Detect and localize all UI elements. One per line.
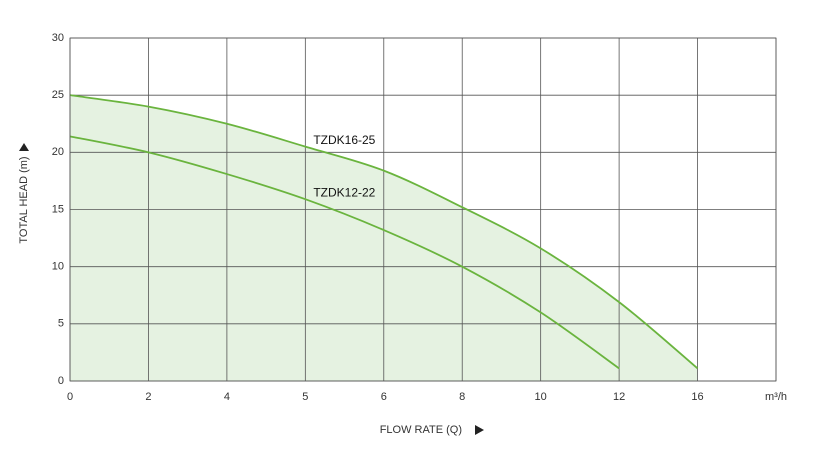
y-axis-arrow: [19, 143, 29, 151]
curves: [69, 94, 699, 370]
curve: [69, 94, 699, 370]
x-tick-label: 12: [613, 391, 625, 403]
x-unit-label: m³/h: [765, 391, 787, 403]
x-tick-label: 0: [67, 391, 73, 403]
x-tick-label: 5: [302, 391, 308, 403]
y-tick-label: 0: [58, 375, 64, 387]
y-tick-label: 15: [52, 203, 64, 215]
y-tick-label: 5: [58, 318, 64, 330]
x-tick-label: 4: [224, 391, 230, 403]
x-tick-label: 6: [381, 391, 387, 403]
grid: [69, 37, 777, 382]
y-tick-label: 10: [52, 261, 64, 273]
x-tick-label: 10: [535, 391, 547, 403]
plot-frame: [69, 37, 777, 382]
curve-label: TZDK16-25: [313, 133, 375, 147]
x-tick-label: 2: [145, 391, 151, 403]
x-axis-title: FLOW RATE (Q): [380, 424, 462, 436]
y-tick-label: 25: [52, 89, 64, 101]
y-tick-label: 20: [52, 146, 64, 158]
x-tick-label: 8: [459, 391, 465, 403]
x-axis-arrow: [475, 425, 484, 435]
curve-label: TZDK12-22: [313, 185, 375, 199]
x-tick-label: 16: [691, 391, 703, 403]
curve: [69, 135, 620, 370]
y-axis-title: TOTAL HEAD (m): [18, 156, 30, 243]
y-tick-label: 30: [52, 32, 64, 44]
